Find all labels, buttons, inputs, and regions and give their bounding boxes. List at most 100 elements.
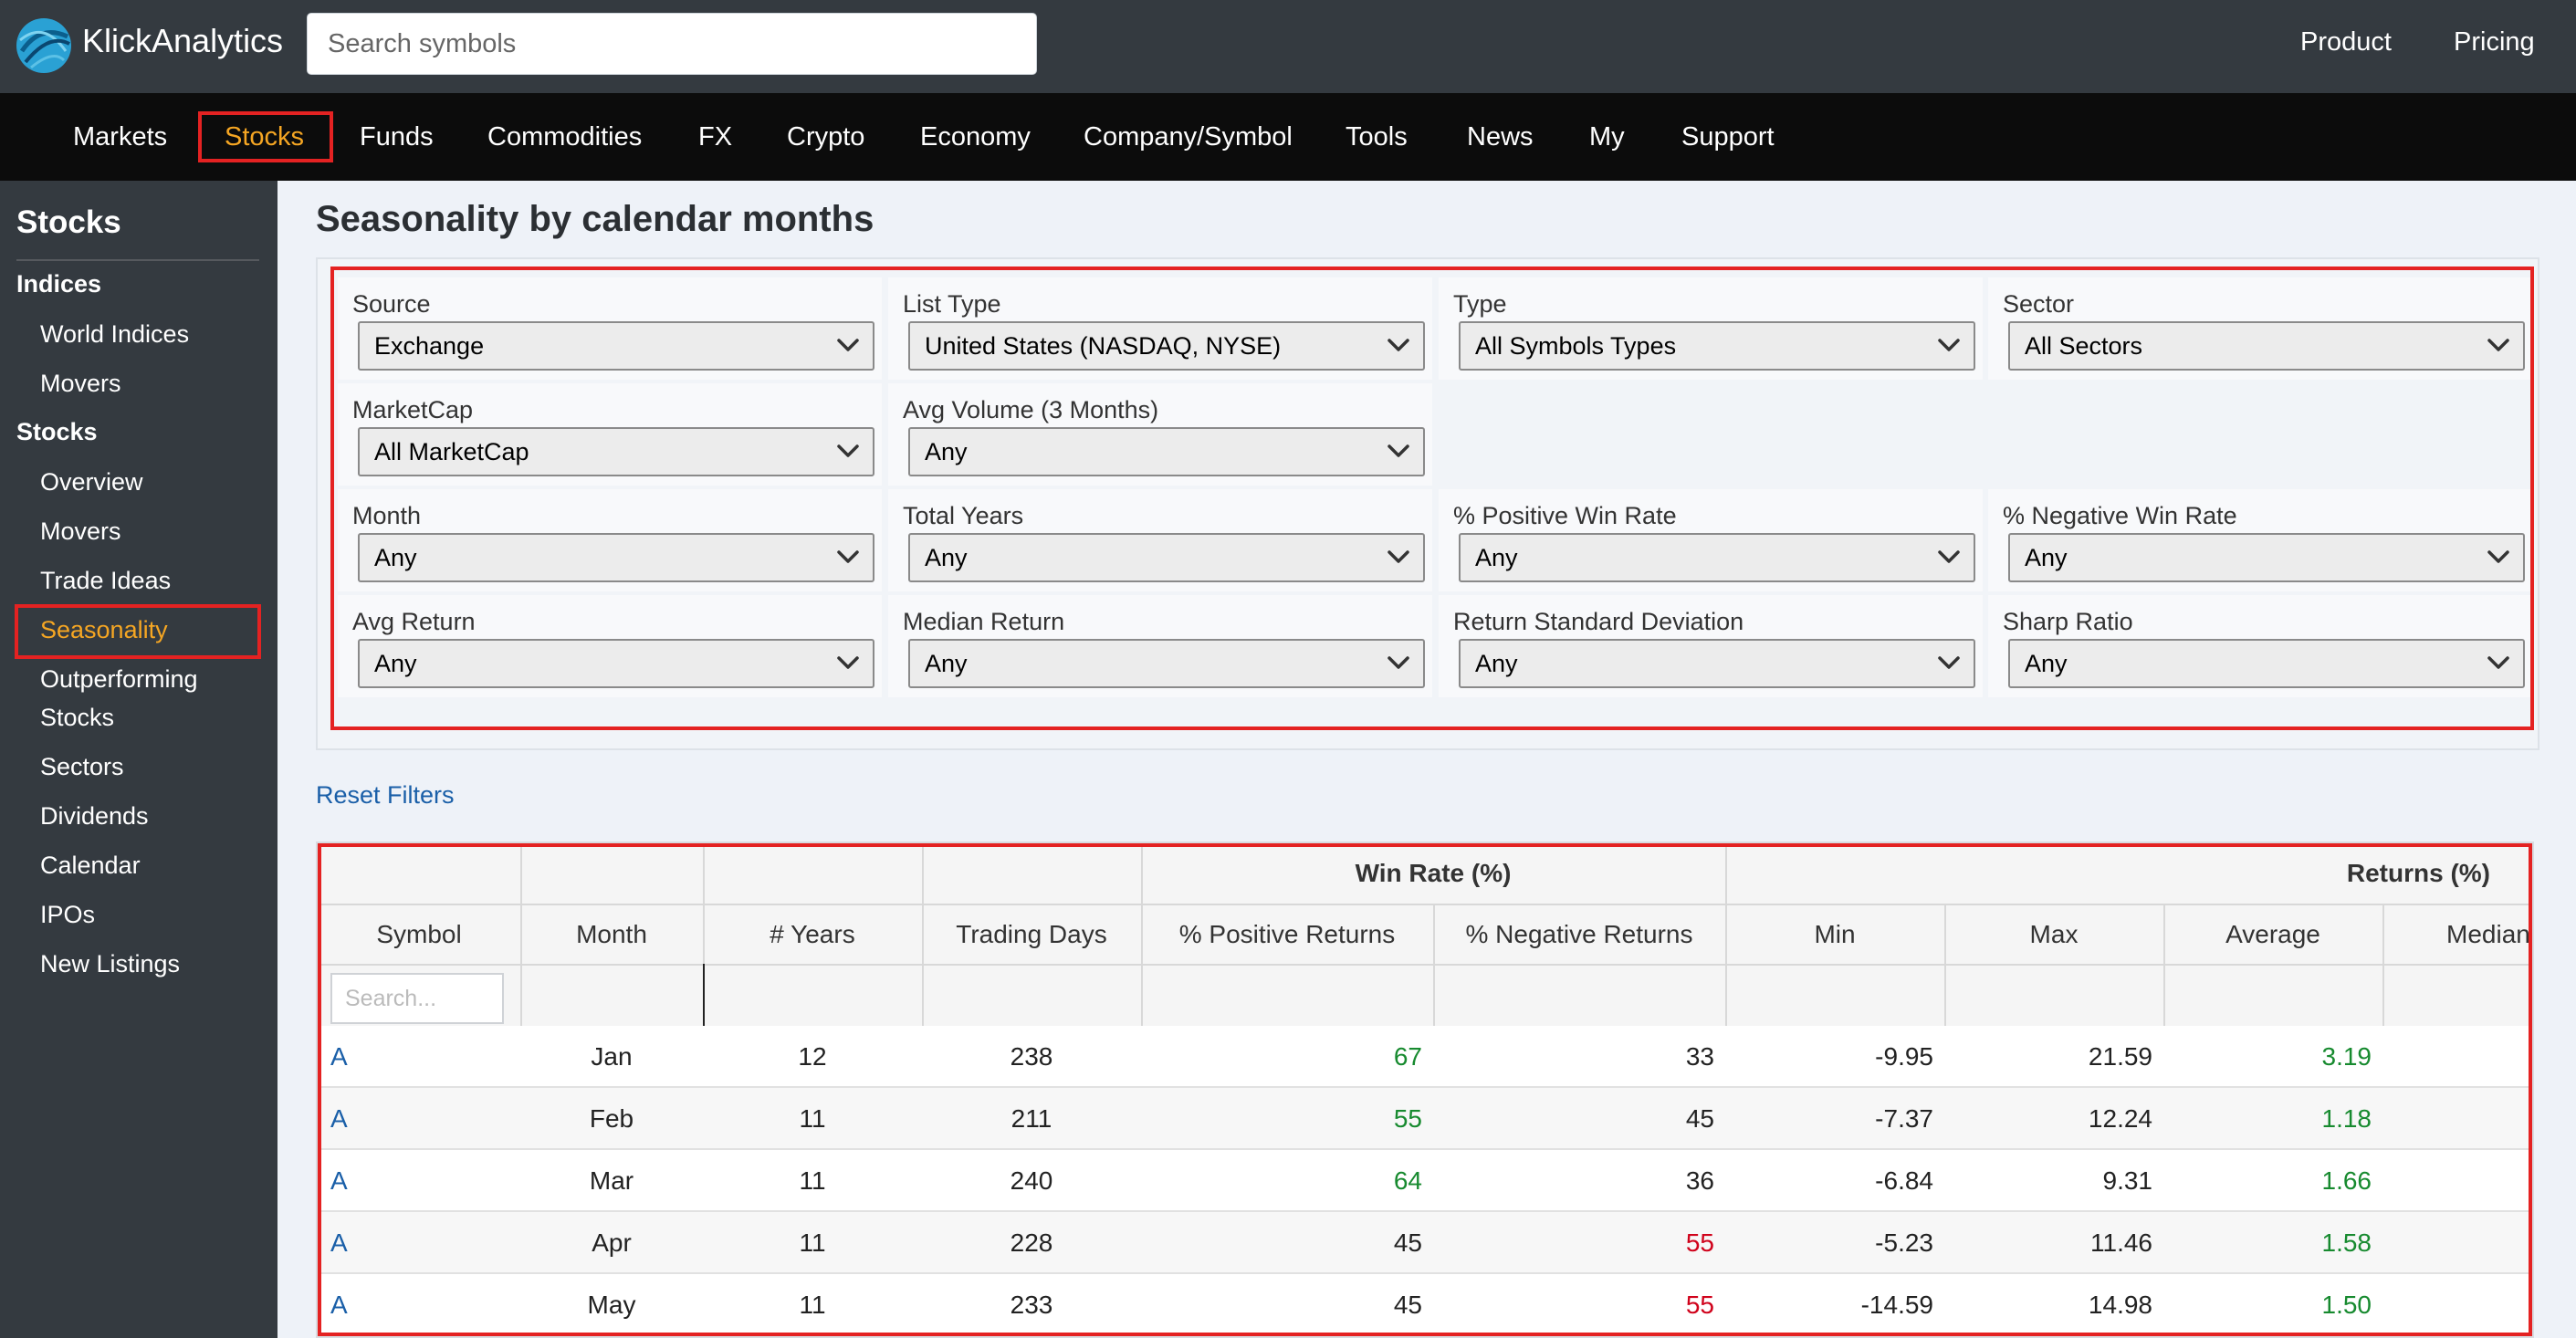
filter-value: All Symbols Types (1475, 332, 1677, 360)
sidebar-item-sectors[interactable]: Sectors (40, 753, 124, 780)
sidebar-item-seasonality[interactable]: Seasonality (40, 616, 168, 643)
filter-avg-return: Avg Return Any (338, 595, 882, 697)
column-header-min[interactable]: Min (1814, 920, 1856, 948)
nav-support[interactable]: Support (1681, 122, 1775, 152)
filter-label: Source (352, 290, 431, 318)
filter-select-marketcap[interactable]: All MarketCap (358, 427, 874, 476)
filter-sharp-ratio: Sharp Ratio Any (1988, 595, 2532, 697)
cell-negative-returns: 36 (1685, 1166, 1714, 1195)
nav-economy[interactable]: Economy (920, 122, 1031, 152)
cell-max: 9.31 (2102, 1166, 2153, 1195)
sidebar-item-indices-movers[interactable]: Movers (40, 370, 121, 397)
cell-symbol[interactable]: A (330, 1166, 348, 1195)
filter-label: List Type (903, 290, 1001, 318)
filter-marketcap: MarketCap All MarketCap (338, 383, 882, 486)
sidebar-item-outperforming-stocks[interactable]: Outperforming Stocks (40, 665, 198, 731)
filter-label: Median Return (903, 608, 1065, 635)
filter-select-sector[interactable]: All Sectors (2008, 321, 2525, 371)
filter-label: Sharp Ratio (2003, 608, 2133, 635)
column-header-month[interactable]: Month (576, 920, 647, 948)
nav-company-symbol[interactable]: Company/Symbol (1084, 122, 1293, 152)
cell-max: 11.46 (2090, 1228, 2152, 1257)
filter-select-return-standard-deviation[interactable]: Any (1459, 639, 1975, 688)
filter-select-type[interactable]: All Symbols Types (1459, 321, 1975, 371)
filter-select-median-return[interactable]: Any (908, 639, 1425, 688)
filter-value: Any (374, 544, 417, 571)
filter-select-total-years[interactable]: Any (908, 533, 1425, 582)
filter-label: Type (1453, 290, 1507, 318)
filter-select-avg-return[interactable]: Any (358, 639, 874, 688)
column-header-median[interactable]: Median (2446, 920, 2530, 948)
nav-news[interactable]: News (1467, 122, 1534, 152)
cell-min: -14.59 (1860, 1291, 1933, 1319)
nav-commodities[interactable]: Commodities (487, 122, 643, 152)
sidebar-item-calendar[interactable]: Calendar (40, 852, 141, 879)
filter-sector: Sector All Sectors (1988, 277, 2532, 380)
sidebar-heading-indices[interactable]: Indices (16, 270, 102, 298)
product-link[interactable]: Product (2300, 27, 2392, 57)
nav-tools[interactable]: Tools (1346, 122, 1408, 152)
column-header-trading-days[interactable]: Trading Days (956, 920, 1107, 948)
column-header-average[interactable]: Average (2225, 920, 2320, 948)
sidebar-item-world-indices[interactable]: World Indices (40, 320, 190, 348)
filter-month: Month Any (338, 489, 882, 591)
brand-name[interactable]: KlickAnalytics (82, 22, 284, 59)
sidebar-heading-stocks[interactable]: Stocks (16, 418, 98, 445)
sidebar-item-trade-ideas[interactable]: Trade Ideas (40, 567, 172, 594)
column-header-symbol[interactable]: Symbol (376, 920, 462, 948)
filter-select-avg-volume-3-months[interactable]: Any (908, 427, 1425, 476)
cell-negative-returns: 55 (1685, 1291, 1714, 1319)
sidebar-item-new-listings[interactable]: New Listings (40, 950, 181, 977)
cell-min: -6.84 (1875, 1166, 1933, 1195)
sidebar-item-overview[interactable]: Overview (40, 468, 143, 496)
filter-value: Any (374, 650, 417, 677)
cell-symbol[interactable]: A (330, 1104, 348, 1133)
cell-years: 11 (799, 1104, 826, 1133)
reset-filters-link[interactable]: Reset Filters (316, 781, 455, 809)
nav-my[interactable]: My (1589, 122, 1625, 152)
top-bar: KlickAnalytics Product Pricing (0, 0, 2576, 93)
row-divider (318, 964, 2532, 966)
filter-select-month[interactable]: Any (358, 533, 874, 582)
filter-value: All Sectors (2025, 332, 2143, 360)
cell-trading-days: 228 (1010, 1228, 1053, 1257)
nav-markets[interactable]: Markets (73, 122, 168, 152)
column-header-years[interactable]: # Years (770, 920, 855, 948)
text-cursor (703, 964, 705, 1026)
filter-return-standard-deviation: Return Standard Deviation Any (1439, 595, 1983, 697)
nav-funds[interactable]: Funds (360, 122, 434, 152)
filter-list-type: List Type United States (NASDAQ, NYSE) (888, 277, 1432, 380)
main-nav: Markets Stocks Funds Commodities FX Cryp… (0, 93, 2576, 181)
pricing-link[interactable]: Pricing (2454, 27, 2535, 57)
cell-month: Feb (589, 1104, 634, 1133)
nav-crypto[interactable]: Crypto (787, 122, 865, 152)
nav-stocks[interactable]: Stocks (225, 122, 305, 152)
sidebar-item-dividends[interactable]: Dividends (40, 802, 149, 830)
klickanalytics-logo-icon[interactable] (13, 15, 75, 77)
symbol-search-input[interactable] (330, 973, 504, 1024)
filter-select-source[interactable]: Exchange (358, 321, 874, 371)
nav-fx[interactable]: FX (698, 122, 733, 152)
column-header-max[interactable]: Max (2029, 920, 2079, 948)
cell-symbol[interactable]: A (330, 1042, 348, 1071)
cell-max: 12.24 (2088, 1104, 2152, 1133)
search-symbols-input[interactable] (307, 13, 1037, 75)
filter-label: Avg Return (352, 608, 476, 635)
column-header-positive-returns[interactable]: % Positive Returns (1178, 920, 1396, 948)
seasonality-table: Win Rate (%) Returns (%) Symbol Month # Ye… (316, 841, 2534, 1338)
filter-select-list-type[interactable]: United States (NASDAQ, NYSE) (908, 321, 1425, 371)
group-header-returns: Returns (%) (2346, 859, 2490, 887)
cell-positive-returns: 64 (1393, 1166, 1422, 1195)
column-header-negative-returns[interactable]: % Negative Returns (1465, 920, 1693, 948)
filter-value: Any (1475, 544, 1518, 571)
cell-min: -5.23 (1875, 1228, 1933, 1257)
filter-select-negative-win-rate[interactable]: Any (2008, 533, 2525, 582)
cell-symbol[interactable]: A (330, 1228, 348, 1257)
cell-average: 1.50 (2321, 1291, 2372, 1319)
cell-symbol[interactable]: A (330, 1291, 348, 1319)
sidebar-item-ipos[interactable]: IPOs (40, 901, 96, 928)
filter-select-positive-win-rate[interactable]: Any (1459, 533, 1975, 582)
cell-average: 3.19 (2321, 1042, 2372, 1071)
filter-select-sharp-ratio[interactable]: Any (2008, 639, 2525, 688)
sidebar-item-stocks-movers[interactable]: Movers (40, 517, 121, 545)
